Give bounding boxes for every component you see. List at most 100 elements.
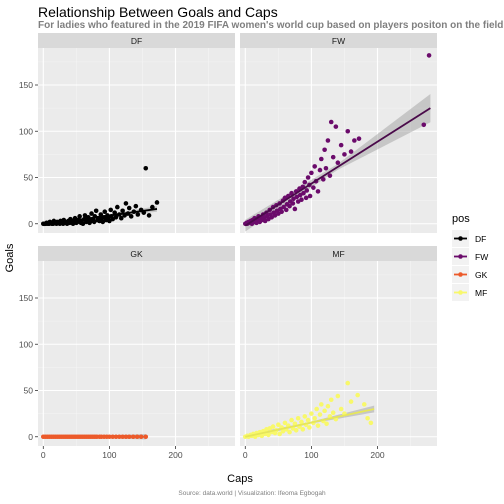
data-point xyxy=(155,200,160,205)
y-tick-label: 0 xyxy=(28,219,33,229)
facet-panel-fw: FW xyxy=(240,33,437,233)
data-point xyxy=(302,414,307,419)
x-axis-title: Caps xyxy=(227,473,253,485)
data-point xyxy=(336,394,341,399)
legend-key-point xyxy=(458,254,463,259)
data-point xyxy=(318,168,323,173)
y-tick-label: 0 xyxy=(28,432,33,442)
legend-title: pos xyxy=(452,213,470,225)
legend-key-point xyxy=(458,272,463,277)
data-point xyxy=(308,194,313,199)
data-point xyxy=(328,173,333,178)
data-point xyxy=(134,204,139,209)
data-point xyxy=(326,404,331,409)
data-point xyxy=(127,206,132,211)
data-point xyxy=(311,185,316,190)
data-point xyxy=(291,201,296,206)
data-point xyxy=(355,393,360,398)
data-point xyxy=(136,212,141,217)
facet-strip-label: FW xyxy=(332,36,345,46)
legend-label: MF xyxy=(475,288,487,298)
facet-panel-df: DF 0 50 100 150 xyxy=(19,33,235,233)
data-point xyxy=(324,422,329,427)
data-point xyxy=(427,53,432,58)
data-point xyxy=(294,428,299,433)
chart-caption: Source: data.world | Visualization: Ifeo… xyxy=(0,490,504,497)
legend-label: DF xyxy=(475,234,486,244)
data-point xyxy=(124,201,129,206)
data-point xyxy=(293,207,298,212)
legend-key-point xyxy=(458,236,463,241)
facet-panel-mf: MF 0 100 200 xyxy=(240,246,437,460)
data-point xyxy=(312,416,317,421)
data-point xyxy=(369,421,374,426)
data-point xyxy=(331,155,336,160)
data-point xyxy=(312,164,317,169)
facet-strip-label: DF xyxy=(131,36,142,46)
data-point xyxy=(324,166,329,171)
data-point xyxy=(352,138,357,143)
facet-strip-label: MF xyxy=(332,249,344,259)
data-point xyxy=(349,149,354,154)
data-point xyxy=(102,209,107,214)
y-tick-label: 50 xyxy=(24,386,34,396)
data-point xyxy=(362,402,367,407)
data-point xyxy=(357,136,362,141)
y-axis-title: Goals xyxy=(4,243,16,272)
legend-label: FW xyxy=(475,252,488,262)
y-tick-label: 150 xyxy=(19,80,33,90)
x-tick-label: 100 xyxy=(102,450,116,460)
data-point xyxy=(94,209,99,214)
data-point xyxy=(301,427,306,432)
data-point xyxy=(349,399,354,404)
data-point xyxy=(318,412,323,417)
y-tick-label: 100 xyxy=(19,126,33,136)
data-point xyxy=(336,160,341,165)
data-point xyxy=(129,214,134,219)
data-point xyxy=(304,188,309,193)
data-point xyxy=(316,189,321,194)
data-point xyxy=(316,423,321,428)
x-tick-label: 100 xyxy=(304,450,318,460)
data-point xyxy=(302,180,307,185)
data-point xyxy=(77,214,82,219)
data-point xyxy=(307,425,312,430)
data-point xyxy=(279,209,284,214)
x-tick-label: 0 xyxy=(243,450,248,460)
data-point xyxy=(322,147,327,152)
data-point xyxy=(108,208,113,213)
data-point xyxy=(284,208,289,213)
data-point xyxy=(319,402,324,407)
data-point xyxy=(147,213,152,218)
panel-background xyxy=(38,261,235,446)
data-point xyxy=(289,418,294,423)
data-point xyxy=(309,171,314,176)
x-tick-label: 200 xyxy=(370,450,384,460)
data-point xyxy=(334,124,339,129)
data-point xyxy=(329,397,334,402)
data-point xyxy=(339,143,344,148)
data-point xyxy=(115,205,120,210)
facet-strip-label: GK xyxy=(130,249,143,259)
data-point xyxy=(306,418,311,423)
data-point xyxy=(304,196,309,201)
data-point xyxy=(287,430,292,435)
data-point xyxy=(319,157,324,162)
data-point xyxy=(296,416,301,421)
data-point xyxy=(309,411,314,416)
data-point xyxy=(339,407,344,412)
data-point xyxy=(299,197,304,202)
data-point xyxy=(306,175,311,180)
data-point xyxy=(322,409,327,414)
data-point xyxy=(329,120,334,125)
data-point xyxy=(345,129,350,134)
data-point xyxy=(120,209,125,214)
data-point xyxy=(342,152,347,157)
legend-key-point xyxy=(458,290,463,295)
legend-label: GK xyxy=(475,270,488,280)
x-tick-label: 200 xyxy=(168,450,182,460)
data-point xyxy=(365,416,370,421)
legend: pos DF FW GK MF xyxy=(452,213,488,301)
data-point xyxy=(421,122,426,127)
y-tick-label: 150 xyxy=(19,293,33,303)
